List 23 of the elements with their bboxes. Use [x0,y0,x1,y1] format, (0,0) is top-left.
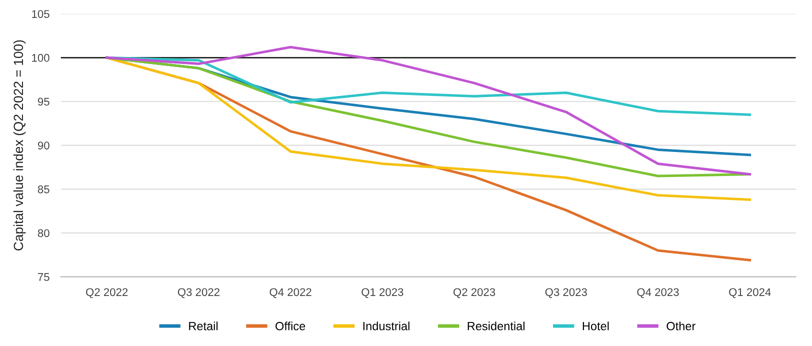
y-tick-label: 75 [38,273,50,281]
legend-label: Hotel [582,322,609,330]
legend-label: Other [666,322,696,330]
legend-label: Industrial [363,322,410,330]
x-tick-label: Q1 2024 [729,288,771,298]
x-tick-label: Q2 2022 [86,288,128,298]
y-tick-label: 80 [38,229,50,238]
x-tick-label: Q4 2023 [637,288,679,298]
y-tick-label: 100 [32,54,50,62]
x-tick-label: Q3 2023 [545,288,587,298]
x-tick-label: Q2 2023 [453,288,496,298]
legend-label: Office [276,322,306,330]
x-tick-label: Q3 2022 [178,288,220,298]
legend-label: Residential [468,322,524,330]
y-tick-label: 90 [38,142,50,150]
legend-label: Retail [189,322,218,330]
line-series [106,56,752,201]
y-tick-label: 95 [38,98,50,106]
y-axis-title: Capital value index (Q2 2022 = 100) [13,40,26,250]
y-tick-label: 105 [32,10,50,18]
x-tick-label: Q1 2023 [362,288,404,298]
x-tick-label: Q4 2022 [270,288,312,298]
y-tick-label: 85 [38,185,50,194]
